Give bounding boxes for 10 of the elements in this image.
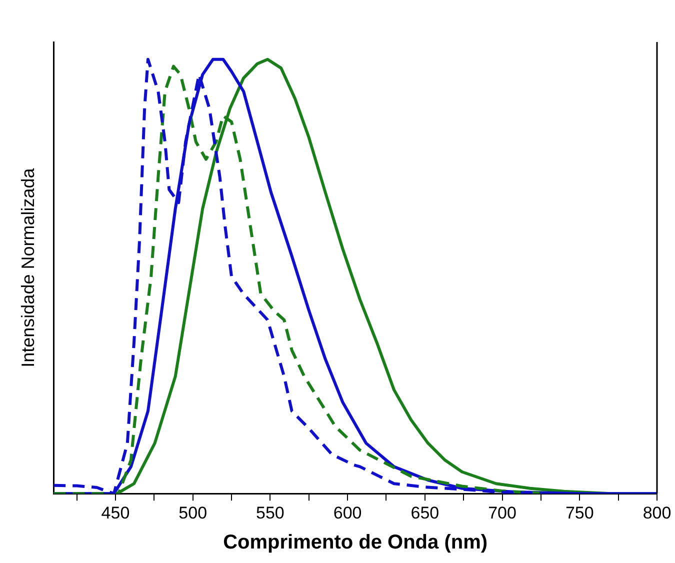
- x-tick-label: 500: [178, 503, 208, 522]
- x-tick-label: 700: [488, 503, 516, 522]
- x-axis-title: Comprimento de Onda (nm): [223, 532, 488, 554]
- x-tick-label: 450: [101, 503, 130, 522]
- y-axis-title: Intensidade Normalizada: [18, 167, 38, 368]
- x-tick-label: 550: [256, 503, 284, 522]
- x-tick-label: 800: [642, 503, 672, 522]
- x-tick-label: 750: [565, 503, 594, 522]
- x-tick-label: 600: [333, 503, 362, 522]
- x-tick-label: 650: [410, 503, 440, 522]
